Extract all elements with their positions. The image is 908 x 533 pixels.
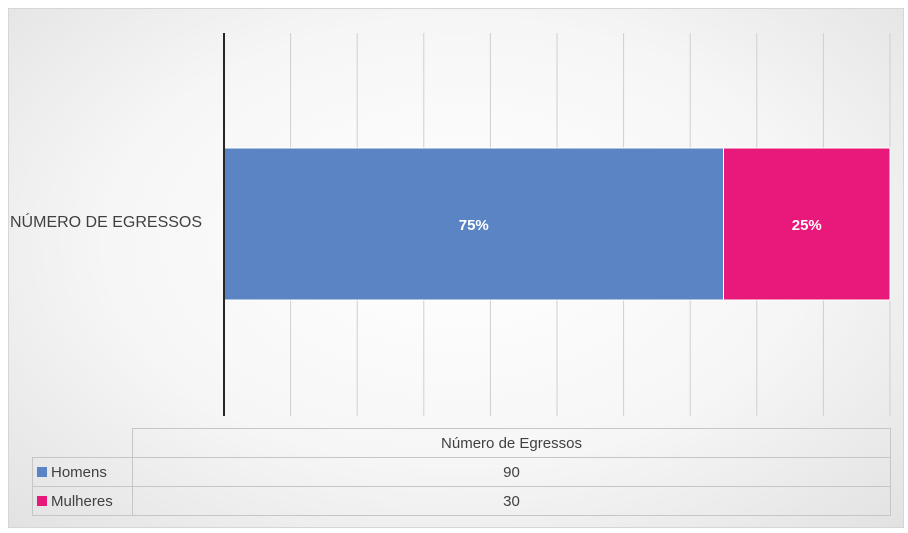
data-table-key-mulheres: Mulheres <box>32 486 133 516</box>
category-label: NÚMERO DE EGRESSOS <box>10 214 203 231</box>
data-table: Número de Egressos Homens 90 Mulheres 30 <box>32 428 891 516</box>
data-table-value-homens: 90 <box>132 457 891 487</box>
data-table-row: Mulheres 30 <box>32 486 891 516</box>
legend-label-homens: Homens <box>51 463 107 481</box>
data-table-key-homens: Homens <box>32 457 133 487</box>
data-table-corner <box>33 429 133 458</box>
data-label-mulheres: 25% <box>792 217 822 234</box>
legend-swatch-mulheres <box>37 495 47 506</box>
data-table-header: Número de Egressos <box>132 428 891 458</box>
data-table-row: Homens 90 <box>32 457 891 487</box>
legend-label-mulheres: Mulheres <box>51 492 113 510</box>
legend-swatch-homens <box>37 466 47 477</box>
data-label-homens: 75% <box>459 217 489 234</box>
data-table-value-mulheres: 30 <box>132 486 891 516</box>
bar-mulheres <box>723 147 891 301</box>
data-table-header-row: Número de Egressos <box>33 428 891 458</box>
